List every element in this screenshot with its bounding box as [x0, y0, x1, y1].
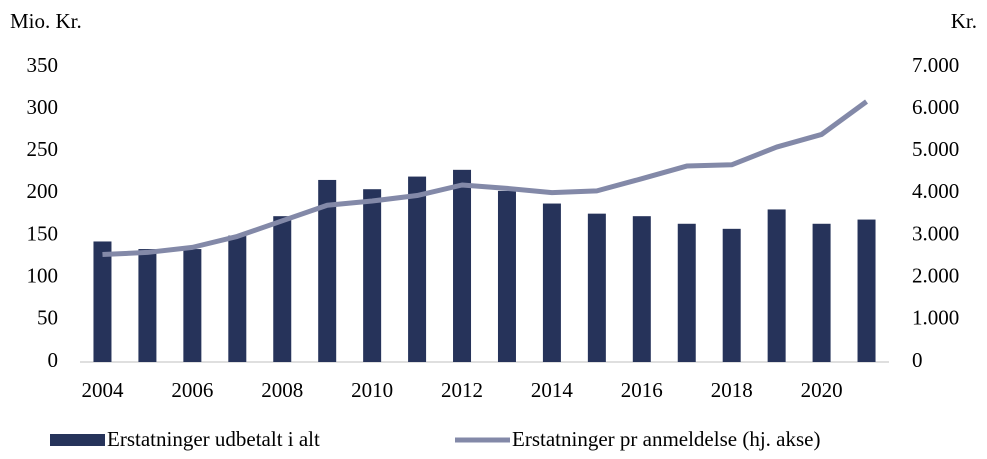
bar	[767, 209, 786, 362]
bar	[93, 241, 112, 362]
y2-tick-label: 5.000	[912, 137, 959, 161]
bar	[273, 216, 292, 362]
x-tick-label: 2018	[711, 378, 753, 402]
x-tick-label: 2008	[261, 378, 303, 402]
bar	[857, 219, 876, 362]
y-tick-label: 100	[27, 264, 59, 288]
x-tick-label: 2016	[621, 378, 663, 402]
x-tick-label: 2006	[171, 378, 213, 402]
bar	[228, 235, 247, 362]
y2-tick-label: 7.000	[912, 53, 959, 77]
bar	[453, 169, 472, 362]
y2-tick-label: 4.000	[912, 179, 959, 203]
bar	[722, 228, 741, 362]
bar	[497, 190, 516, 362]
y2-tick-label: 6.000	[912, 95, 959, 119]
y-axis-label: Mio. Kr.	[10, 9, 82, 33]
y-tick-label: 300	[27, 95, 59, 119]
y-tick-label: 50	[37, 306, 58, 330]
y2-tick-label: 1.000	[912, 306, 959, 330]
legend-label: Erstatninger pr anmeldelse (hj. akse)	[512, 427, 820, 451]
y2-tick-label: 2.000	[912, 264, 959, 288]
bar	[587, 213, 606, 362]
y-tick-label: 350	[27, 53, 59, 77]
x-tick-label: 2004	[81, 378, 124, 402]
bar	[408, 176, 427, 362]
line	[102, 99, 869, 258]
bar	[363, 189, 382, 362]
x-tick-label: 2014	[531, 378, 574, 402]
bar	[138, 249, 157, 362]
legend-swatch	[50, 434, 105, 446]
bar	[812, 223, 831, 362]
y-tick-label: 0	[48, 348, 59, 372]
legend-label: Erstatninger udbetalt i alt	[107, 427, 320, 451]
x-tick-label: 2010	[351, 378, 393, 402]
y-tick-label: 250	[27, 137, 59, 161]
y-tick-label: 200	[27, 179, 59, 203]
bar	[542, 203, 561, 362]
bar	[318, 179, 337, 362]
bar	[183, 249, 202, 362]
bar	[632, 216, 651, 362]
y2-tick-label: 3.000	[912, 221, 959, 245]
y-tick-label: 150	[27, 221, 59, 245]
y2-tick-label: 0	[912, 348, 923, 372]
x-tick-label: 2012	[441, 378, 483, 402]
bar	[677, 223, 696, 362]
x-tick-label: 2020	[801, 378, 843, 402]
y2-axis-label: Kr.	[951, 9, 977, 33]
